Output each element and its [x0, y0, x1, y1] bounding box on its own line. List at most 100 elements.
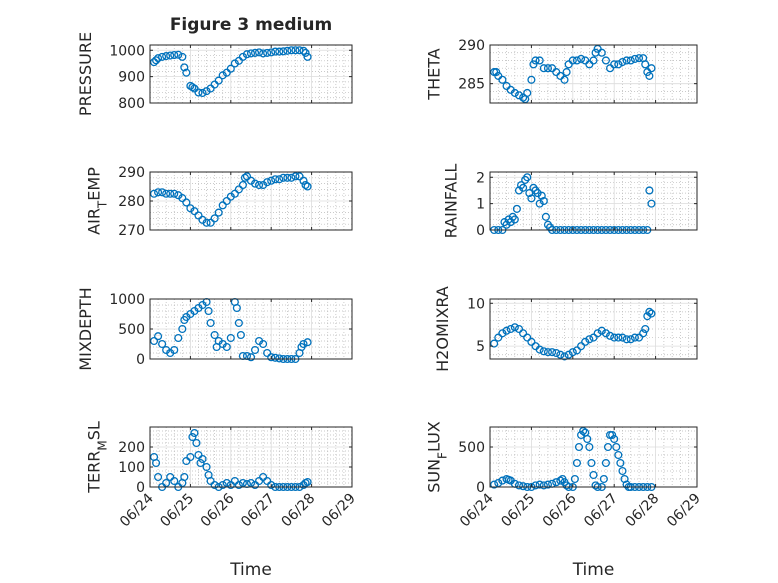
subplot-pressure: 800 900 1000 PRESSURE [76, 32, 353, 116]
data-point [535, 56, 544, 65]
data-point [630, 333, 639, 342]
data-point [543, 64, 553, 73]
data-point [255, 476, 264, 486]
data-point [236, 330, 245, 340]
data-point [202, 87, 211, 96]
data-point [210, 214, 219, 223]
data-point [291, 46, 300, 55]
data-point [490, 339, 499, 348]
data-point [194, 88, 203, 97]
data-point [263, 178, 272, 187]
data-point [301, 48, 310, 57]
data-point [166, 51, 175, 60]
data-point [279, 173, 288, 182]
data-point [622, 480, 631, 489]
data-point [552, 478, 561, 487]
data-point [198, 88, 207, 98]
data-point [506, 218, 515, 227]
data-point [242, 172, 252, 181]
data-point [647, 64, 656, 73]
y-tick-label: 2 [476, 170, 485, 186]
data-point [194, 450, 203, 460]
y-tick-label: 285 [458, 77, 485, 93]
data-point [194, 211, 203, 220]
data-point [510, 215, 519, 224]
data-point [232, 303, 241, 313]
data-point [535, 480, 544, 489]
data-point [572, 346, 581, 355]
y-axis-label: THETA [425, 48, 444, 100]
data-point [230, 189, 239, 198]
data-point [543, 480, 553, 489]
data-point [182, 456, 191, 466]
data-point [577, 342, 586, 351]
data-point [641, 324, 650, 334]
data-point [519, 482, 528, 491]
data-point [154, 332, 163, 341]
data-point [593, 329, 602, 338]
data-point [597, 326, 606, 335]
y-axis-label: RAINFALL [442, 164, 461, 239]
data-point [560, 75, 569, 84]
data-point [645, 186, 654, 195]
data-point [618, 466, 627, 476]
data-point [287, 173, 296, 182]
data-point [610, 434, 619, 444]
data-point [158, 188, 167, 197]
y-axis-label: PRESSURE [76, 32, 95, 116]
plot-area [490, 172, 697, 230]
data-point [178, 324, 187, 334]
data-point [275, 175, 284, 184]
data-point [218, 480, 227, 490]
data-point [154, 472, 163, 482]
data-point [226, 64, 235, 73]
data-point [630, 54, 639, 63]
y-tick-label: 0 [476, 480, 485, 496]
data-point [568, 56, 577, 65]
data-point [149, 336, 159, 346]
data-point [643, 312, 652, 321]
y-tick-label: 100 [118, 460, 145, 476]
data-point [222, 196, 231, 206]
data-point [263, 476, 272, 486]
data-point [597, 48, 606, 57]
data-point [299, 46, 308, 55]
data-point [608, 430, 617, 440]
data-point [562, 68, 571, 77]
data-point [180, 63, 189, 72]
axes-box [489, 298, 698, 360]
data-point [574, 442, 584, 452]
data-point [494, 478, 503, 488]
y-tick-label: 290 [118, 165, 145, 181]
data-point [514, 481, 524, 490]
data-point [585, 335, 594, 344]
data-point [618, 57, 627, 67]
subplot-theta: 285 290 THETA [425, 38, 698, 104]
data-point [645, 307, 654, 316]
data-point [206, 318, 215, 328]
data-point [622, 335, 631, 344]
subplot-rainfall: 0 1 2 RAINFALL [442, 164, 698, 239]
y-axis-label: MIXDEPTH [76, 287, 95, 370]
data-point [610, 333, 619, 342]
data-point [519, 183, 528, 192]
data-point [303, 477, 312, 487]
axes-box [489, 426, 698, 488]
data-point [531, 481, 540, 490]
y-tick-label: 1000 [109, 43, 145, 59]
data-point [295, 172, 304, 181]
data-point [647, 309, 656, 318]
data-point [639, 329, 648, 338]
data-point [186, 452, 195, 462]
data-point [583, 434, 592, 444]
data-point [303, 338, 312, 347]
data-point [267, 48, 276, 57]
data-point [556, 476, 565, 485]
data-point [560, 352, 569, 361]
data-point [543, 348, 553, 357]
y-tick-label: 1000 [109, 292, 145, 308]
data-point [570, 474, 579, 484]
y-tick-label: 290 [458, 38, 485, 54]
data-point [614, 60, 623, 69]
data-point [166, 472, 175, 482]
